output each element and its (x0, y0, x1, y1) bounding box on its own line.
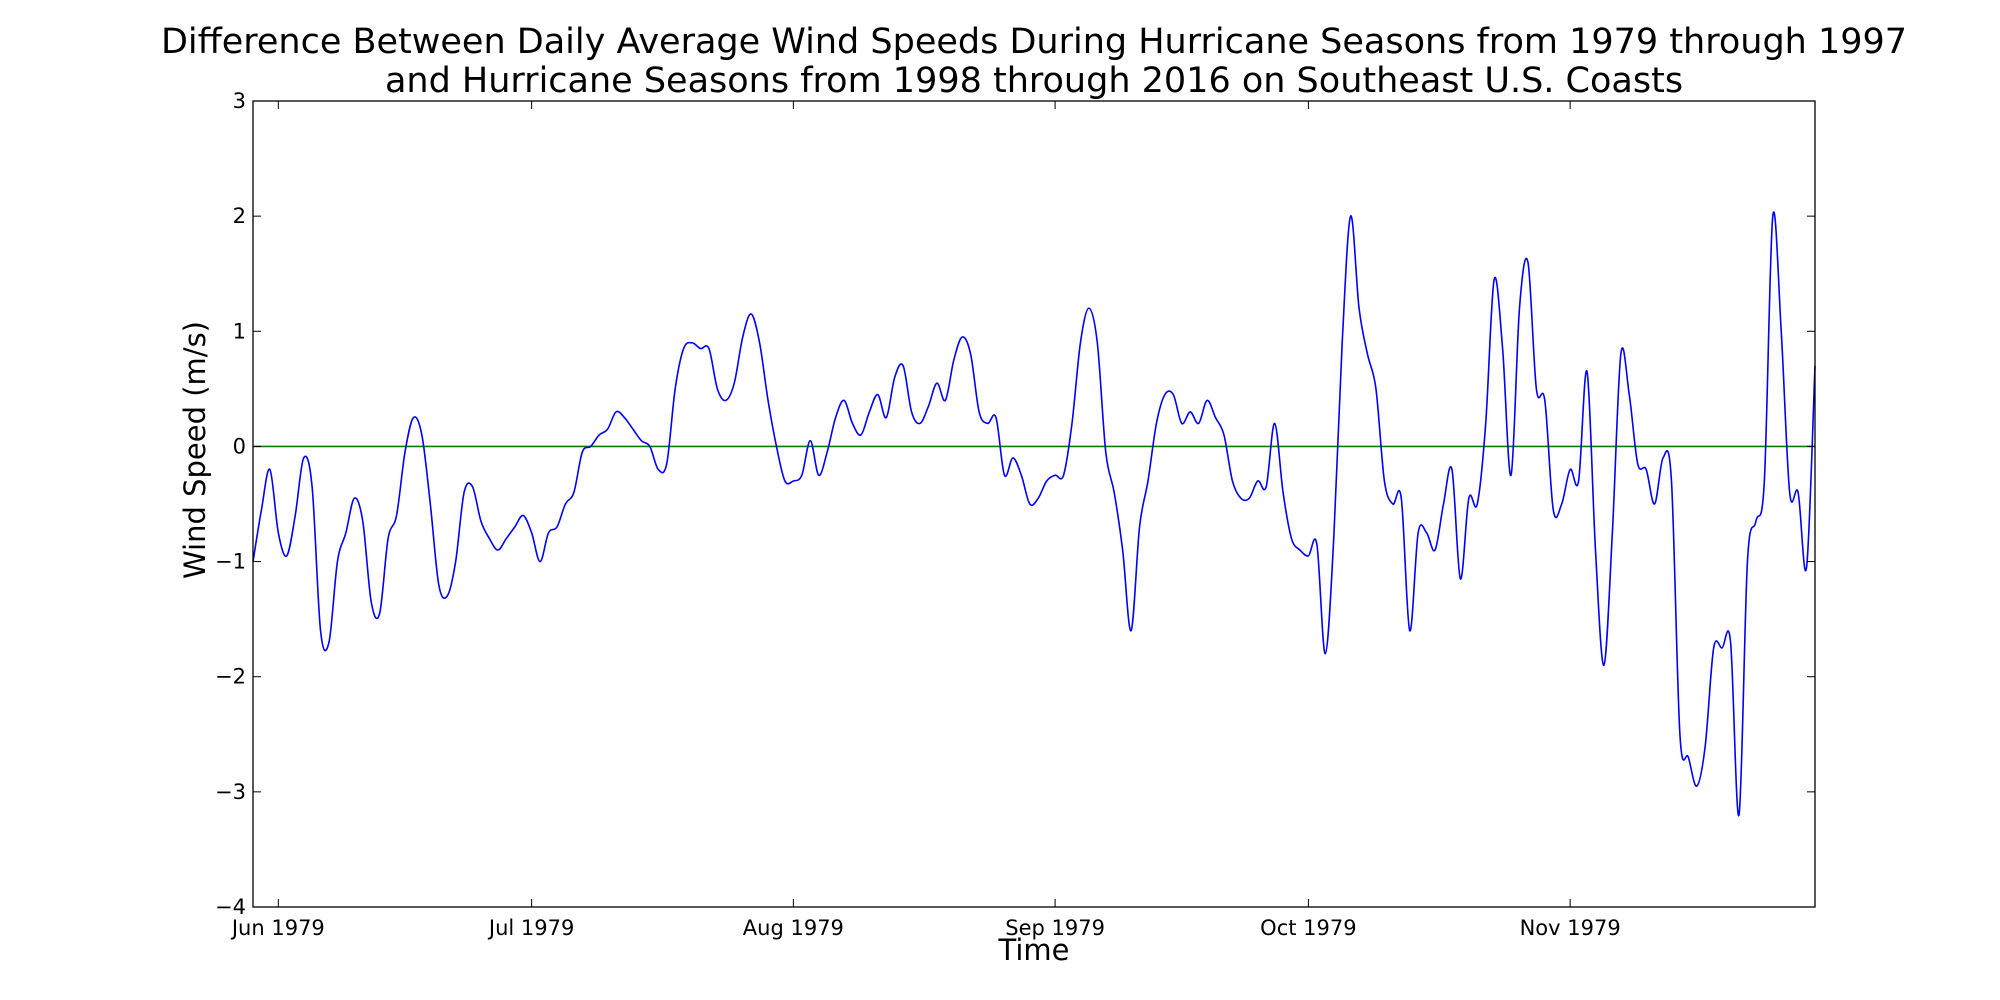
plot-frame (252, 100, 1816, 908)
chart-title-line-2: and Hurricane Seasons from 1998 through … (385, 61, 1683, 101)
x-tick-label: Sep 1979 (1005, 916, 1105, 940)
plot-border (252, 100, 1816, 908)
y-tick-label: −3 (215, 780, 246, 804)
y-tick-label: 3 (233, 89, 246, 113)
series-line-0 (252, 211, 1816, 817)
y-tick-label: −2 (215, 665, 246, 689)
x-tick-label: Oct 1979 (1260, 916, 1356, 940)
y-tick-label: 0 (233, 434, 246, 458)
y-tick-label: 2 (233, 204, 246, 228)
y-axis: 3 2 1 0 −1 −2 −3 −4 (215, 89, 1815, 919)
x-tick-label: Jun 1979 (230, 916, 325, 940)
y-axis-label: Wind Speed (m/s) (178, 321, 212, 579)
x-axis: Jun 1979 Jul 1979 Aug 1979 Sep 1979 Oct 1979… (230, 101, 1621, 940)
x-tick-label: Aug 1979 (743, 916, 844, 940)
chart-title: Difference Between Daily Average Wind Sp… (161, 22, 1907, 101)
x-tick-label: Nov 1979 (1520, 916, 1621, 940)
y-tick-label: 1 (233, 319, 246, 343)
y-tick-label: −1 (215, 550, 246, 574)
x-tick-label: Jul 1979 (487, 916, 574, 940)
y-tick-label: −4 (215, 895, 246, 919)
series-layer (252, 211, 1816, 817)
chart-title-line-1: Difference Between Daily Average Wind Sp… (161, 22, 1907, 62)
x-axis-label: Time (998, 933, 1070, 967)
